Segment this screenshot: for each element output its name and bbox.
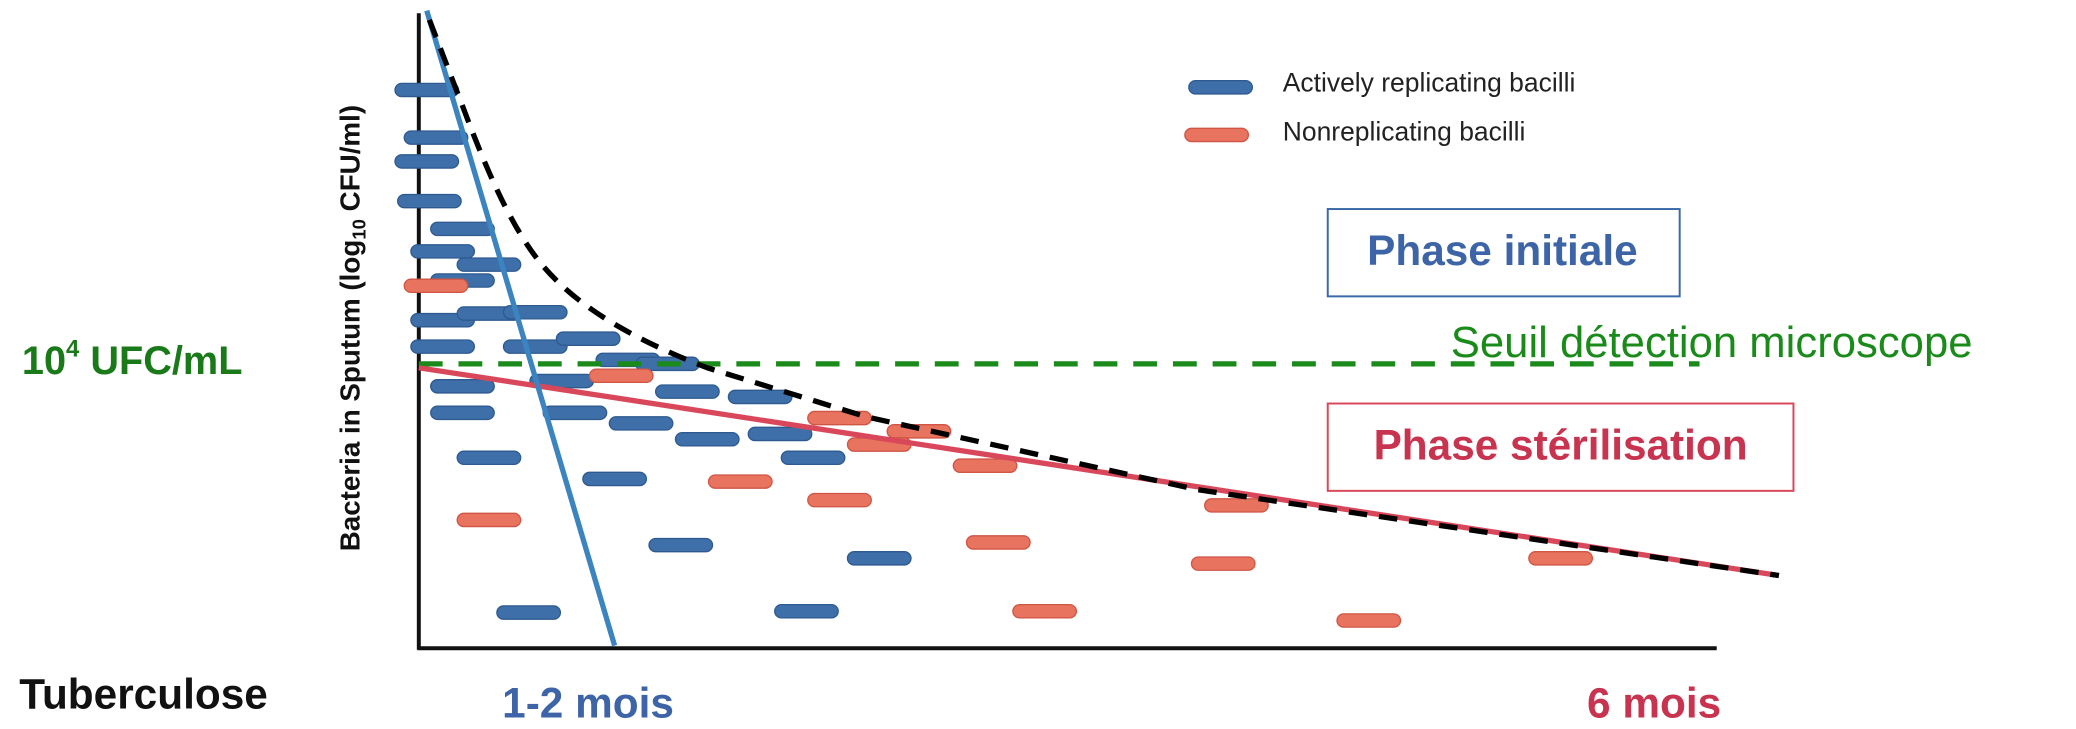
bacillus — [457, 258, 521, 271]
page: { "legend": {"items": [ {"label": "Activ… — [0, 0, 2076, 729]
bacillus — [404, 279, 468, 292]
bacillus — [953, 459, 1017, 472]
bacillus — [1529, 552, 1593, 565]
bacillus — [808, 493, 872, 506]
combined-curve — [429, 20, 1779, 576]
bacillus — [583, 472, 647, 485]
bacillus — [847, 552, 911, 565]
label-text: CFU/ml) — [335, 105, 366, 219]
unit: UFC/mL — [79, 339, 242, 383]
bacillus — [748, 427, 812, 440]
time-label: 1-2 mois — [502, 680, 674, 727]
bacillus — [609, 417, 673, 430]
initial-kill-line — [427, 11, 615, 646]
bacillus — [808, 411, 872, 424]
bacillus — [543, 406, 607, 419]
bacillus — [1013, 605, 1077, 618]
bacillus — [589, 369, 653, 382]
bacillus — [967, 536, 1031, 549]
legend-label: Actively replicating bacilli — [1283, 68, 1576, 98]
base: 10 — [22, 339, 66, 383]
bacillus — [728, 390, 792, 403]
bacillus — [411, 245, 475, 258]
y-axis-label: Bacteria in Sputum (log10 CFU/ml) — [335, 105, 369, 551]
time-label: 6 mois — [1587, 680, 1721, 727]
bacillus — [431, 406, 495, 419]
legend-swatch — [1189, 81, 1253, 94]
bacillus — [1337, 614, 1401, 627]
phase-label: Phase stérilisation — [1374, 422, 1748, 469]
bacillus — [497, 606, 561, 619]
label-text: Bacteria in Sputum (log — [335, 240, 366, 552]
bacillus — [781, 451, 845, 464]
bacillus — [411, 340, 475, 353]
bacillus — [709, 475, 773, 488]
bacillus — [457, 513, 521, 526]
superscript: 4 — [66, 336, 80, 363]
disease-label: Tuberculose — [19, 670, 268, 717]
bacillus — [398, 194, 462, 207]
bacillus — [431, 380, 495, 393]
bacillus — [457, 451, 521, 464]
phase-label: Phase initiale — [1367, 227, 1638, 274]
bacillus — [656, 385, 720, 398]
bacilli — [395, 83, 1592, 627]
subscript: 10 — [348, 219, 369, 240]
threshold-level: 104 UFC/mL — [22, 336, 243, 383]
bacillus — [1191, 557, 1255, 570]
bacillus — [404, 131, 468, 144]
threshold-label: Seuil détection microscope — [1451, 318, 1973, 367]
diagram: Actively replicating bacilli Nonreplicat… — [0, 0, 2076, 729]
bacillus — [675, 433, 739, 446]
bacillus — [775, 605, 839, 618]
legend-swatch — [1185, 128, 1249, 141]
bacillus — [649, 538, 713, 551]
legend-label: Nonreplicating bacilli — [1283, 117, 1526, 147]
bacillus — [431, 222, 495, 235]
bacillus — [395, 155, 459, 168]
bacillus — [556, 332, 620, 345]
